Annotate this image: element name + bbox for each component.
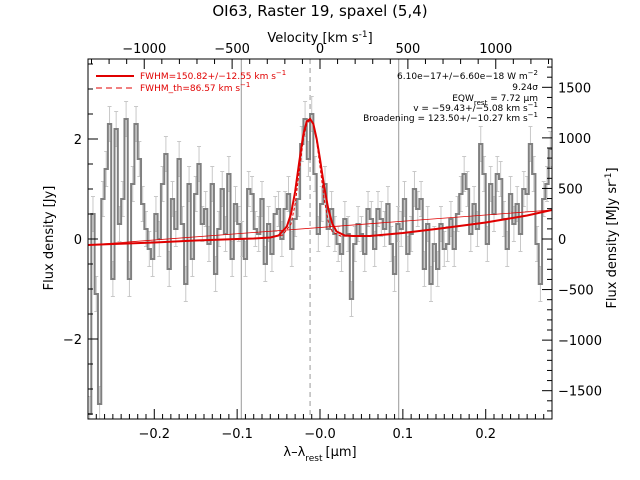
legend-entry-fwhm-th: FWHM_th=86.57 km s−1 <box>140 81 250 94</box>
bottom-tick-label: −0.0 <box>304 427 336 442</box>
top-tick-label: −1000 <box>122 42 166 57</box>
bottom-axis-title: λ–λrest [μm] <box>283 445 356 464</box>
spectrum-series <box>88 113 552 415</box>
right-tick-label: 500 <box>558 182 583 197</box>
fit-continuum-line <box>88 209 552 246</box>
chart-title: OI63, Raster 19, spaxel (5,4) <box>212 2 427 20</box>
bottom-tick-label: 0.2 <box>475 427 496 442</box>
bottom-tick-label: −0.1 <box>221 427 253 442</box>
axes: −0.2 −0.1 −0.0 0.1 0.2 −1000 −500 0 500 1000 −2 0 2 −… <box>63 42 602 442</box>
fit-total-line <box>88 117 552 246</box>
bottom-tick-label: 0.1 <box>393 427 414 442</box>
right-tick-label: −1500 <box>558 385 602 400</box>
legend: FWHM=150.82+/−12.55 km s−1 FWHM_th=86.57… <box>96 69 286 94</box>
left-axis-title: Flux density [Jy] <box>42 186 57 291</box>
right-tick-label: 1000 <box>558 132 591 147</box>
annotation-flux: 6.10e−17+/−6.60e−18 W m−2 <box>397 69 538 82</box>
annotation-eqw: EQWrest = 7.72 μm <box>452 94 538 107</box>
right-tick-label: 1500 <box>558 81 591 96</box>
right-axis-title: Flux density [MJy sr-1] <box>604 167 620 308</box>
top-axis-title: Velocity [km s-1] <box>267 30 372 46</box>
left-tick-label: 2 <box>74 133 82 148</box>
top-tick-label: 500 <box>395 42 420 57</box>
plot-area <box>88 59 552 419</box>
bottom-tick-label: −0.2 <box>138 427 170 442</box>
top-tick-label: 0 <box>316 42 324 57</box>
right-tick-label: −1000 <box>558 334 602 349</box>
fit-annotations: 6.10e−17+/−6.60e−18 W m−2 9.24σ EQWrest … <box>363 69 538 124</box>
right-tick-label: −500 <box>558 284 594 299</box>
annotation-broadening: Broadening = 123.50+/−10.27 km s−1 <box>363 111 538 124</box>
annotation-sigma: 9.24σ <box>512 83 538 93</box>
legend-entry-fwhm: FWHM=150.82+/−12.55 km s−1 <box>140 69 286 82</box>
plot-content <box>88 59 552 419</box>
top-tick-label: −500 <box>214 42 250 57</box>
right-tick-label: 0 <box>558 233 566 248</box>
left-tick-label: 0 <box>74 233 82 248</box>
left-tick-label: −2 <box>63 333 82 348</box>
top-tick-label: 1000 <box>479 42 512 57</box>
annotation-velocity: v = −59.43+/−5.08 km s−1 <box>413 101 538 114</box>
